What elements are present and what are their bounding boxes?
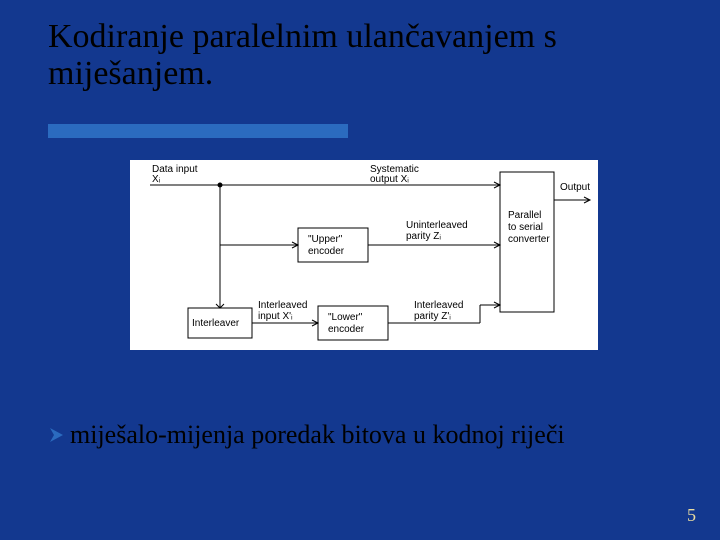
lbl-lower-enc-1: "Lower" (328, 312, 363, 323)
bullet-line: miješalo-mijenja poredak bitova u kodnoj… (48, 420, 648, 450)
lbl-systematic-2: output Xᵢ (370, 174, 409, 185)
bullet-text: miješalo-mijenja poredak bitova u kodnoj… (70, 420, 565, 450)
lbl-intp-1: Interleaved (414, 300, 463, 311)
arrow-glyph (50, 428, 63, 442)
lbl-output: Output (560, 182, 590, 193)
title-line2: miješanjem. (48, 55, 213, 92)
bullet-area: miješalo-mijenja poredak bitova u kodnoj… (48, 420, 648, 450)
title-area: Kodiranje paralelnim ulančavanjem s mije… (48, 18, 672, 93)
lbl-unint-2: parity Zᵢ (406, 231, 441, 242)
lbl-intin-2: input X'ᵢ (258, 311, 293, 322)
title-underline (48, 124, 348, 138)
lbl-intp-2: parity Z'ᵢ (414, 311, 451, 322)
lbl-intin-1: Interleaved (258, 300, 307, 311)
lbl-lower-enc-2: encoder (328, 324, 365, 335)
page-number: 5 (687, 505, 696, 526)
slide-title: Kodiranje paralelnim ulančavanjem s mije… (48, 18, 672, 93)
slide: Kodiranje paralelnim ulančavanjem s mije… (0, 0, 720, 540)
lbl-conv-2: to serial (508, 222, 543, 233)
block-diagram: Data input Xᵢ Systematic output Xᵢ "Uppe… (130, 160, 598, 350)
diagram-svg: Data input Xᵢ Systematic output Xᵢ "Uppe… (130, 160, 598, 350)
lbl-conv-3: converter (508, 234, 550, 245)
arrow-bullet-icon (48, 426, 66, 444)
lbl-unint-1: Uninterleaved (406, 220, 468, 231)
lbl-upper-enc-2: encoder (308, 246, 345, 257)
lbl-conv-1: Parallel (508, 210, 541, 221)
lbl-data-input-2: Xᵢ (152, 174, 161, 185)
lbl-upper-enc-1: "Upper" (308, 234, 343, 245)
title-line1: Kodiranje paralelnim ulančavanjem s (48, 18, 557, 55)
lbl-interleaver: Interleaver (192, 318, 240, 329)
